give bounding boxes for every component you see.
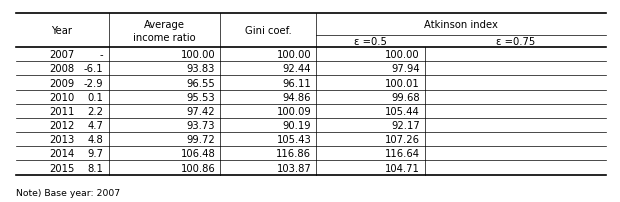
Text: -6.1: -6.1 [84,64,104,74]
Text: 0.1: 0.1 [87,92,104,102]
Text: 99.72: 99.72 [187,135,215,144]
Text: 93.73: 93.73 [187,120,215,130]
Text: 105.44: 105.44 [385,106,420,116]
Text: 90.19: 90.19 [283,120,311,130]
Text: ε =0.5: ε =0.5 [354,37,387,47]
Text: 2012: 2012 [50,120,74,130]
Text: Note) Base year: 2007: Note) Base year: 2007 [16,188,120,197]
Text: 99.68: 99.68 [391,92,420,102]
Text: 97.94: 97.94 [391,64,420,74]
Text: 107.26: 107.26 [385,135,420,144]
Text: 4.8: 4.8 [88,135,104,144]
Text: 2013: 2013 [50,135,74,144]
Text: 100.00: 100.00 [277,50,311,60]
Text: 8.1: 8.1 [87,163,104,173]
Text: 2011: 2011 [50,106,74,116]
Text: 92.44: 92.44 [283,64,311,74]
Text: 116.64: 116.64 [385,149,420,159]
Text: 100.00: 100.00 [385,50,420,60]
Text: Average
income ratio: Average income ratio [133,20,196,43]
Text: 104.71: 104.71 [385,163,420,173]
Text: 2.2: 2.2 [87,106,104,116]
Text: 92.17: 92.17 [391,120,420,130]
Text: 2014: 2014 [50,149,74,159]
Text: 105.43: 105.43 [277,135,311,144]
Text: 4.7: 4.7 [87,120,104,130]
Text: -2.9: -2.9 [84,78,104,88]
Text: 100.86: 100.86 [180,163,215,173]
Text: Gini coef.: Gini coef. [245,26,291,36]
Text: 2007: 2007 [50,50,74,60]
Text: 2009: 2009 [50,78,74,88]
Text: 97.42: 97.42 [187,106,215,116]
Text: 2010: 2010 [50,92,74,102]
Text: 96.55: 96.55 [187,78,215,88]
Text: -: - [100,50,104,60]
Text: 96.11: 96.11 [283,78,311,88]
Text: ε =0.75: ε =0.75 [496,37,535,47]
Text: 100.09: 100.09 [277,106,311,116]
Text: 93.83: 93.83 [187,64,215,74]
Text: 100.01: 100.01 [385,78,420,88]
Text: 94.86: 94.86 [283,92,311,102]
Text: 2015: 2015 [50,163,74,173]
Text: 95.53: 95.53 [187,92,215,102]
Text: Atkinson index: Atkinson index [424,20,498,30]
Text: 9.7: 9.7 [87,149,104,159]
Text: 103.87: 103.87 [277,163,311,173]
Text: 106.48: 106.48 [180,149,215,159]
Text: 100.00: 100.00 [180,50,215,60]
Text: 2008: 2008 [50,64,74,74]
Text: Year: Year [51,26,73,36]
Text: 116.86: 116.86 [277,149,311,159]
